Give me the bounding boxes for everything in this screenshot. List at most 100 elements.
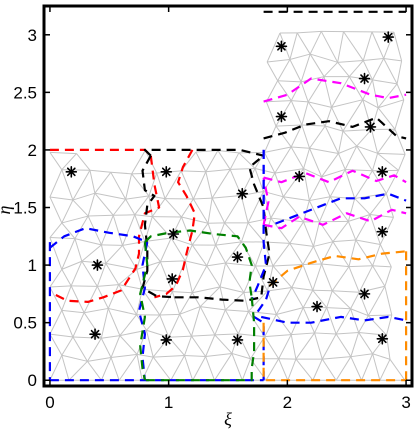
mesh-edge: [131, 150, 146, 175]
plot-frame: [42, 4, 414, 388]
mesh-edge: [61, 309, 85, 314]
asterisk-marker: [358, 72, 371, 85]
mesh-edge: [72, 312, 85, 338]
mesh-edge: [96, 263, 107, 287]
asterisk-marker: [91, 259, 104, 271]
mesh-edge: [200, 306, 226, 311]
partition-boundary-line: [263, 116, 407, 140]
mesh-edge: [348, 214, 371, 222]
mesh-edge: [231, 353, 243, 381]
mesh-edge: [136, 289, 143, 315]
mesh-edge: [193, 197, 213, 200]
mesh-edge: [369, 193, 387, 215]
mesh-edge: [205, 168, 231, 173]
mesh-edge: [131, 173, 150, 197]
x-tick-label: 3: [401, 393, 410, 412]
mesh-edge: [335, 333, 352, 357]
mesh-edge: [270, 196, 284, 219]
mesh-edge: [301, 101, 309, 126]
mesh-edge: [68, 360, 88, 381]
mesh-edge: [335, 308, 352, 335]
mesh-edge: [277, 80, 302, 83]
mesh-edge: [335, 356, 352, 381]
mesh-edge: [282, 196, 304, 223]
mesh-edge: [355, 239, 381, 245]
mesh-edge: [168, 335, 192, 338]
mesh-edge: [289, 242, 314, 247]
mesh-edge: [105, 262, 137, 270]
mesh-edge: [362, 31, 373, 61]
mesh-edge: [358, 292, 369, 316]
mesh-edge: [326, 307, 351, 310]
mesh-edge: [205, 352, 232, 357]
mesh-edge: [275, 125, 292, 148]
mesh-edge: [254, 265, 268, 292]
mesh-edge: [278, 358, 289, 381]
mesh-edge: [348, 266, 360, 293]
mesh-edge: [326, 290, 333, 308]
mesh-edge: [153, 354, 185, 358]
mesh-edge: [331, 99, 363, 108]
mesh-edge: [275, 314, 292, 335]
mesh-edge: [159, 313, 180, 316]
mesh-edge: [225, 262, 256, 267]
mesh-edge: [185, 260, 207, 267]
mesh-edge: [74, 215, 89, 239]
mesh-edge: [377, 99, 404, 109]
mesh-edge: [332, 239, 356, 243]
mesh-edge: [267, 58, 290, 63]
mesh-edge: [321, 358, 337, 381]
mesh-edge: [314, 332, 337, 335]
mesh-edge: [214, 333, 239, 336]
asterisk-marker: [358, 288, 371, 300]
mesh-edge: [100, 244, 107, 264]
mesh-edge: [332, 290, 360, 293]
mesh-edge: [219, 262, 227, 287]
axis-ticks: 0 1 2 3 0 0.5 1 1.5 2 2.5 3: [13, 6, 412, 412]
asterisk-marker: [160, 334, 173, 346]
mesh-edge: [320, 31, 339, 63]
y-tick-label: 1: [28, 256, 37, 275]
mesh-edge: [291, 287, 313, 291]
mesh-edge: [49, 269, 63, 288]
mesh-edge: [319, 196, 331, 222]
mesh-edge: [383, 58, 398, 85]
mesh-edge: [72, 336, 88, 362]
mesh-edge: [125, 195, 150, 200]
mesh-edge: [367, 286, 386, 316]
partition-boundary-line: [154, 149, 196, 299]
mesh-edge: [49, 333, 63, 356]
mesh-edge: [282, 168, 304, 198]
mesh-edge: [290, 307, 304, 335]
mesh-edge: [184, 355, 194, 381]
mesh-edge: [296, 32, 311, 55]
partition-boundary-line: [49, 227, 148, 249]
mesh-edge: [214, 353, 233, 381]
mesh-edge: [358, 315, 369, 333]
asterisk-marker: [376, 166, 389, 178]
mesh-edge: [274, 146, 292, 174]
mesh-edge: [372, 79, 398, 85]
mesh-edge: [142, 288, 173, 293]
mesh-edge: [272, 264, 303, 267]
mesh-edge: [112, 215, 124, 246]
mesh-edge: [337, 62, 350, 77]
mesh-edge: [211, 169, 231, 199]
mesh-edge: [291, 287, 304, 308]
mesh-edge: [385, 170, 399, 194]
mesh-edge: [394, 99, 405, 130]
partition-boundary-line: [263, 77, 407, 103]
mesh-edge: [272, 265, 293, 288]
mesh-edge: [289, 53, 311, 60]
mesh-edge: [122, 241, 145, 246]
mesh-edge: [264, 334, 292, 338]
mesh-edge: [386, 314, 393, 336]
mesh-edge: [266, 100, 292, 103]
mesh-edge: [224, 309, 239, 335]
mesh-edge: [331, 266, 350, 292]
mesh-edge: [265, 80, 279, 103]
mesh-edge: [332, 221, 349, 242]
mesh-edge: [371, 153, 379, 171]
mesh-edge: [295, 358, 314, 381]
